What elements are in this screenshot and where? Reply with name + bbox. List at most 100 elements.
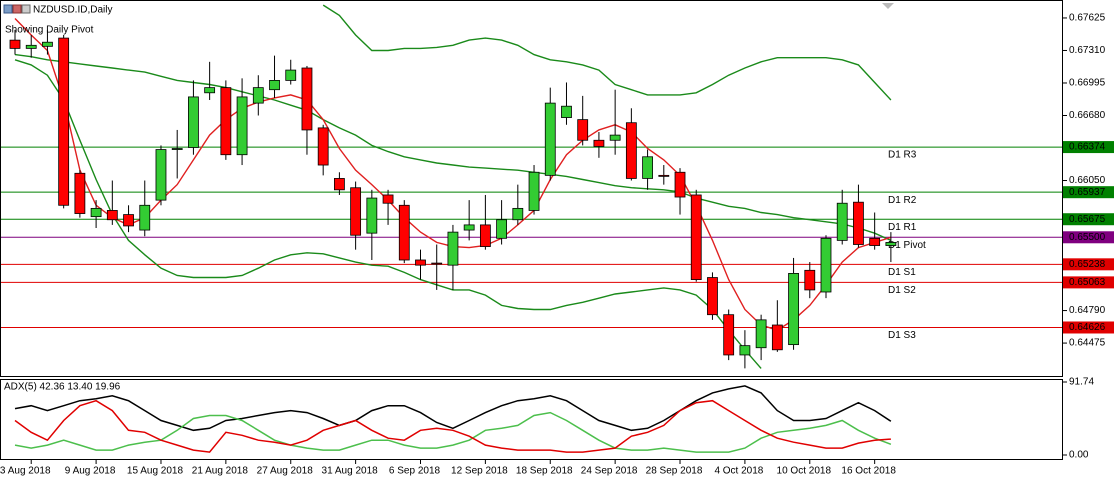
candle-body — [25, 44, 37, 49]
candle-body — [593, 139, 605, 147]
x-tick-label: 12 Sep 2018 — [451, 466, 508, 477]
candle-body — [350, 187, 362, 236]
candle-body — [658, 174, 670, 177]
x-tick-label: 16 Oct 2018 — [841, 466, 896, 477]
overlay-line — [14, 59, 762, 369]
candle-body — [106, 210, 118, 221]
y-tick-label: 0.64790 — [1069, 305, 1106, 316]
pivot-price-label: 0.65500 — [1069, 232, 1106, 243]
x-tick-label: 27 Aug 2018 — [257, 466, 314, 477]
candle-body — [609, 134, 621, 141]
candle-body — [333, 178, 345, 191]
x-tick-label: 24 Sep 2018 — [581, 466, 638, 477]
y-tick-label: 0.00 — [1069, 450, 1089, 461]
candle-body — [155, 149, 167, 201]
pivot-name: D1 S2 — [888, 285, 916, 296]
candle-body — [171, 148, 183, 150]
pivot-name: D1 Pivot — [888, 240, 926, 251]
candle-body — [317, 127, 329, 166]
candle-body — [869, 237, 881, 246]
candle-body — [204, 87, 216, 94]
candle-body — [788, 273, 799, 346]
candle-body — [512, 207, 524, 221]
candle-body — [771, 324, 783, 351]
x-tick-label: 10 Oct 2018 — [777, 466, 832, 477]
candle-body — [252, 87, 264, 104]
x-tick-label: 31 Aug 2018 — [322, 466, 379, 477]
pivot-name: D1 R3 — [888, 150, 917, 161]
candle-body — [415, 259, 426, 266]
candle-body — [885, 242, 897, 246]
indicator-line — [14, 399, 891, 453]
pivot-price-label: 0.65238 — [1069, 259, 1106, 270]
candle-body — [690, 194, 702, 281]
pivot-price-label: 0.65675 — [1069, 214, 1106, 225]
symbol-icon — [3, 4, 31, 14]
x-tick-label: 15 Aug 2018 — [127, 466, 184, 477]
candle-body — [188, 96, 199, 148]
x-tick-label: 4 Oct 2018 — [714, 466, 763, 477]
chart-subtitle: Showing Daily Pivot — [5, 25, 94, 36]
y-tick-label: 0.67625 — [1069, 13, 1106, 24]
candle-body — [642, 156, 653, 179]
candle-body — [285, 69, 297, 81]
x-tick-label: 21 Aug 2018 — [192, 466, 249, 477]
candle-body — [707, 277, 718, 316]
candle-body — [139, 204, 151, 231]
pivot-name: D1 S1 — [888, 267, 916, 278]
pivot-name: D1 S3 — [888, 330, 916, 341]
plot-area: D1 R3 D1 R2 D1 R1 D1 Pivot D1 S1 D1 S2 D1 S3 — [0, 4, 1063, 369]
overlay-line — [322, 4, 892, 101]
candle-body — [269, 80, 280, 91]
y-tick-label: 0.64475 — [1069, 338, 1106, 349]
candle-body — [9, 39, 21, 49]
icon-part — [21, 4, 31, 14]
chart-title: NZDUSD.ID,Daily — [33, 5, 112, 16]
candle-body — [561, 105, 572, 118]
pivot-price-label: 0.65937 — [1069, 187, 1106, 198]
pivot-name: D1 R1 — [888, 222, 917, 233]
pivot-price-box — [1063, 213, 1114, 226]
icon-part — [12, 4, 22, 14]
pivot-name: D1 R2 — [888, 195, 917, 206]
icon-part — [3, 4, 13, 14]
candle-body — [398, 204, 410, 261]
adx-pane-frame — [0, 379, 1063, 460]
x-tick-label: 6 Sep 2018 — [389, 466, 441, 477]
candle-body — [463, 224, 475, 231]
overlay-line — [14, 53, 892, 242]
candle-body — [58, 37, 70, 206]
x-tick-label: 18 Sep 2018 — [516, 466, 573, 477]
y-tick-label: 0.66680 — [1069, 110, 1106, 121]
candle-body — [577, 119, 589, 141]
indicator-line — [14, 385, 892, 432]
candle-body — [755, 319, 767, 349]
candle-body — [836, 202, 848, 241]
candle-body — [544, 102, 556, 176]
x-tick-label: 3 Aug 2018 — [0, 466, 51, 477]
candle-body — [625, 122, 637, 179]
shift-marker — [882, 3, 894, 9]
x-tick-label: 9 Aug 2018 — [65, 466, 116, 477]
pivot-price-label: 0.66374 — [1069, 142, 1106, 153]
pivot-price-box — [1063, 321, 1114, 334]
candle-body — [723, 314, 735, 356]
candle-body — [123, 214, 134, 227]
y-tick-label: 0.66995 — [1069, 78, 1106, 89]
candle-body — [74, 172, 86, 214]
pivot-price-box — [1063, 258, 1114, 271]
candle-body — [366, 197, 378, 234]
candle-body — [674, 171, 686, 198]
candle-body — [220, 87, 232, 156]
y-tick-label: 91.74 — [1069, 377, 1094, 388]
y-tick-label: 0.66050 — [1069, 175, 1106, 186]
candle-body — [804, 269, 816, 291]
candle-body — [382, 194, 394, 204]
candle-body — [42, 41, 53, 47]
candle-body — [820, 237, 832, 293]
y-tick-label: 0.67310 — [1069, 45, 1106, 56]
price-pane: D1 R3 D1 R2 D1 R1 D1 Pivot D1 S1 D1 S2 D1 S3 0.… — [0, 4, 1114, 477]
adx-pane: 91.74 0.00 — [14, 377, 1094, 461]
pivot-price-box — [1063, 231, 1114, 244]
